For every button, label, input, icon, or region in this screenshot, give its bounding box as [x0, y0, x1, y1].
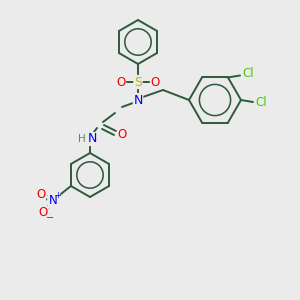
Text: Cl: Cl [255, 97, 267, 110]
Text: S: S [134, 76, 142, 88]
Text: Cl: Cl [242, 67, 254, 80]
Text: O: O [117, 128, 127, 142]
Text: H: H [78, 134, 86, 144]
Text: N: N [87, 133, 97, 146]
Text: N: N [49, 194, 57, 208]
Text: O: O [36, 188, 46, 202]
Text: −: − [46, 213, 54, 223]
Text: O: O [38, 206, 48, 220]
Text: O: O [116, 76, 126, 88]
Text: O: O [150, 76, 160, 88]
Text: +: + [55, 191, 62, 200]
Text: N: N [133, 94, 143, 106]
